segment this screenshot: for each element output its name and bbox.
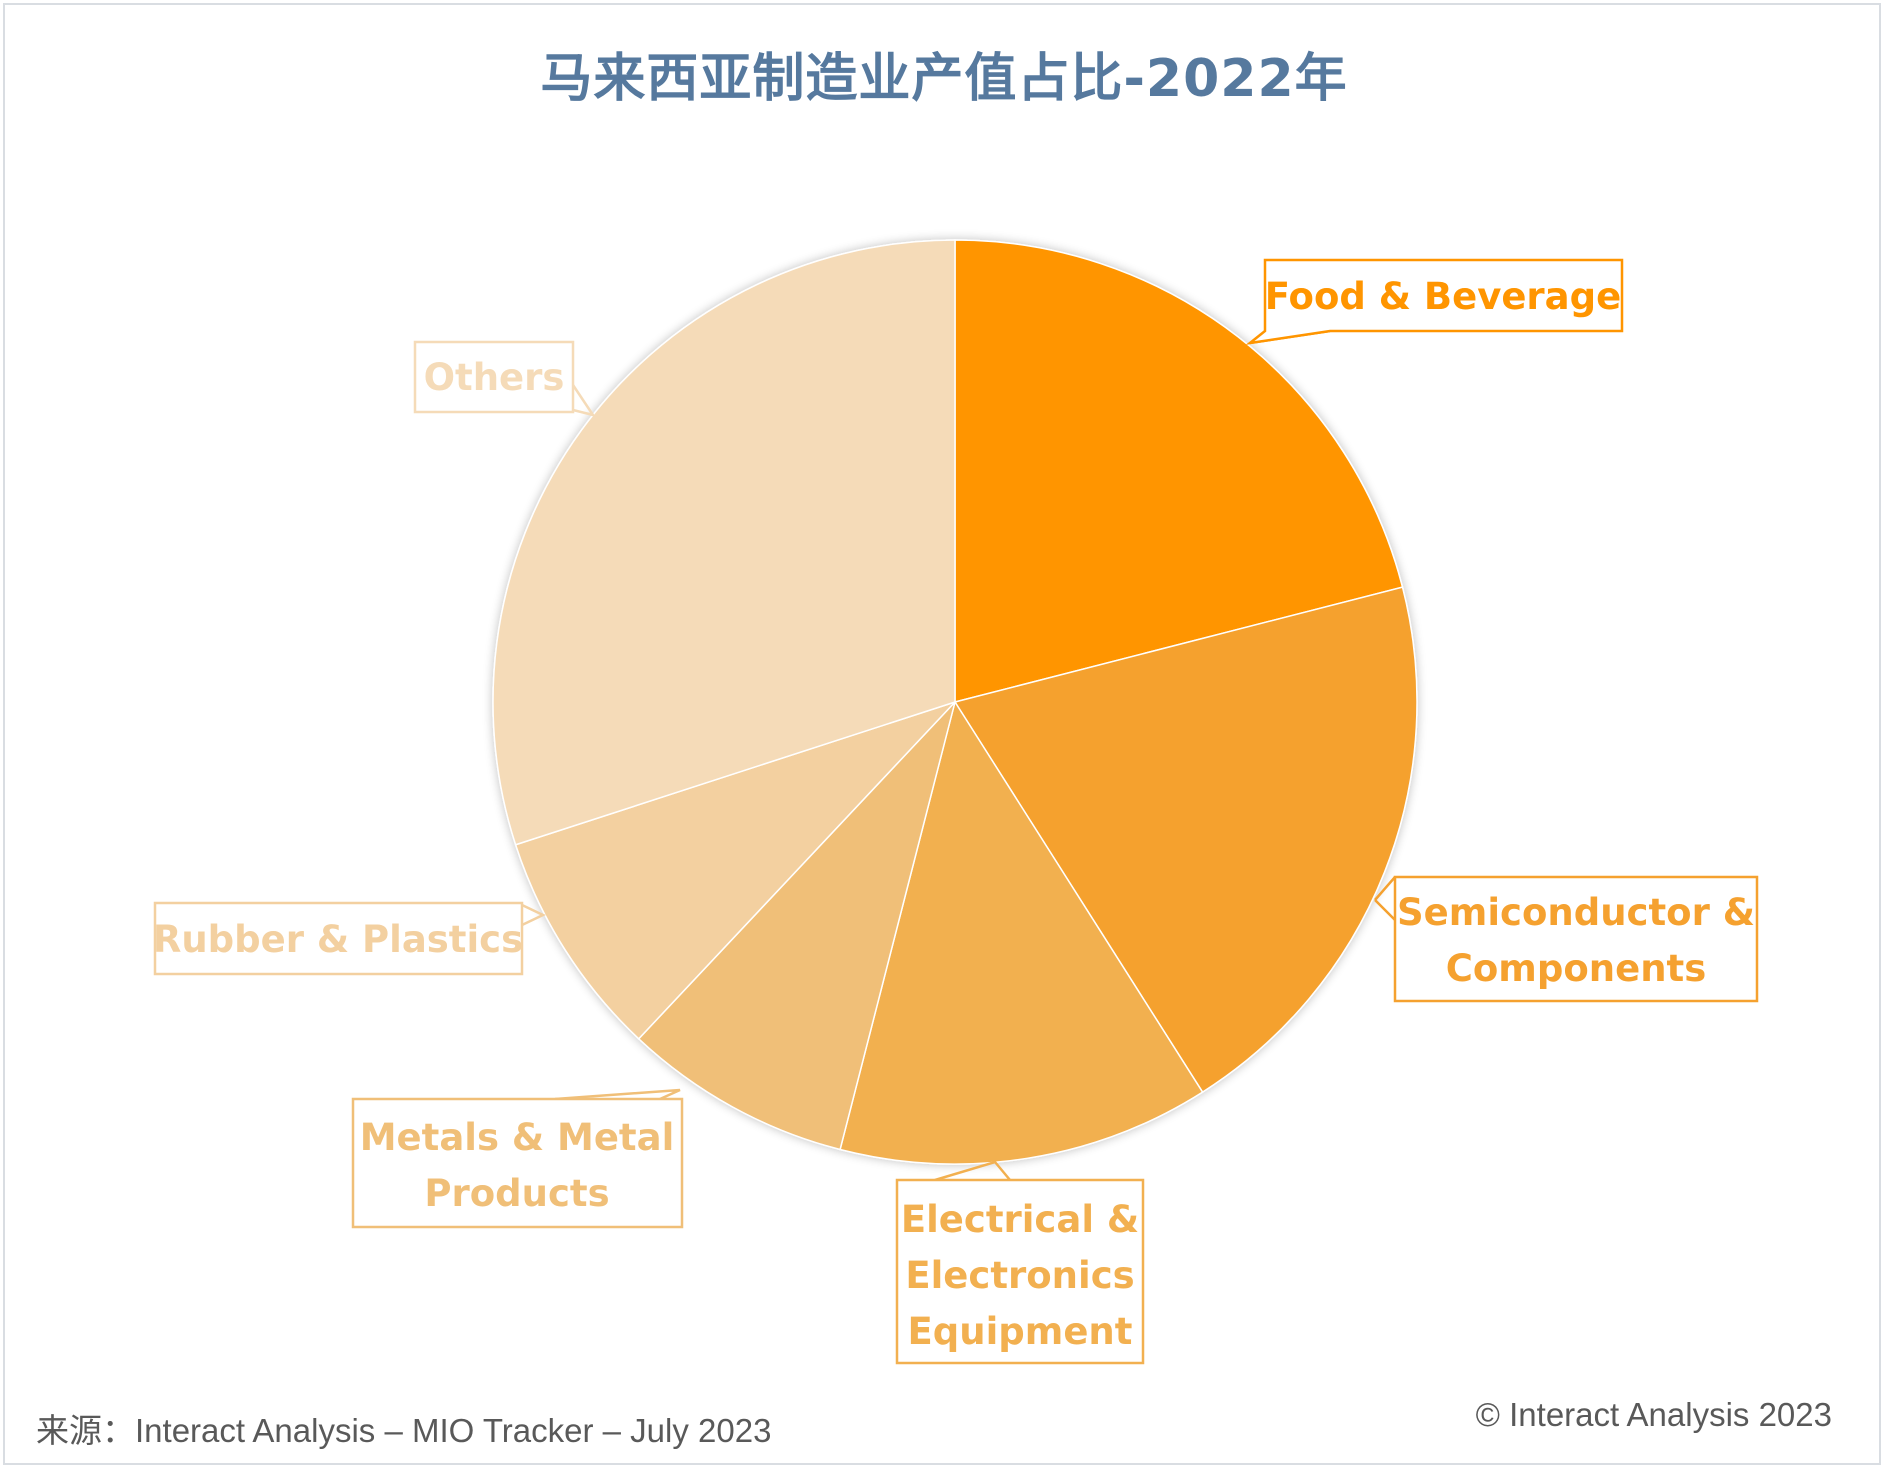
callout-electrical-leader — [934, 1160, 1011, 1182]
slice-metals — [637, 701, 956, 1151]
chart-title: 马来西亚制造业产值占比-2022年 — [540, 49, 1348, 109]
source-note: 来源：Interact Analysis – MIO Tracker – Jul… — [36, 1412, 772, 1449]
callout-food-beverage: Food & Beverage — [1245, 258, 1624, 345]
copyright-note: © Interact Analysis 2023 — [1475, 1396, 1832, 1433]
callout-semiconductor-text: Semiconductor & Components — [1397, 891, 1755, 990]
callout-metals-text: Metals & Metal Products — [360, 1116, 675, 1215]
callout-food-beverage-box — [1245, 258, 1624, 345]
callout-electrical-box — [895, 1178, 1145, 1365]
callout-semiconductor-leader — [1374, 876, 1396, 921]
callout-metals: Metals & Metal Products — [351, 1088, 684, 1229]
slice-rubber — [514, 701, 956, 1040]
callout-semiconductor: Semiconductor & Components — [1374, 875, 1759, 1003]
slice-others — [492, 239, 956, 846]
callout-metals-box — [351, 1097, 684, 1229]
slice-food-beverage — [954, 239, 1404, 703]
callout-food-beverage-text: Food & Beverage — [1265, 275, 1621, 318]
callout-rubber-text: Rubber & Plastics — [153, 918, 523, 961]
callout-rubber-leader — [521, 903, 546, 927]
callout-metals-leader — [554, 1088, 681, 1101]
callout-others-text: Others — [424, 356, 565, 399]
callout-rubber-box — [153, 901, 524, 976]
slice-semiconductor — [953, 586, 1418, 1094]
callout-rubber: Rubber & Plastics — [153, 901, 546, 976]
callout-semiconductor-box — [1393, 875, 1759, 1003]
callout-electrical: Electrical & Electronics Equipment — [895, 1160, 1145, 1365]
callout-others-box — [413, 340, 575, 414]
callout-others-leader — [571, 384, 596, 417]
callout-electrical-text: Electrical & Electronics Equipment — [901, 1198, 1139, 1353]
slice-electrical — [839, 700, 1204, 1165]
callout-others: Others — [413, 340, 596, 417]
